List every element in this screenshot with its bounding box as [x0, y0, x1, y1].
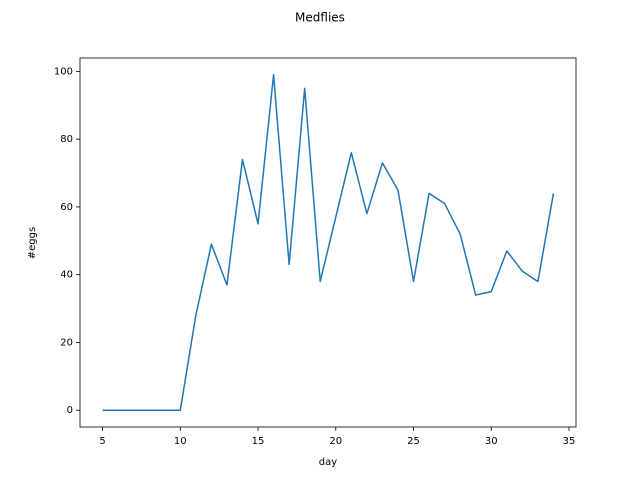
y-tick-label: 40	[60, 270, 73, 281]
y-tick-label: 20	[60, 337, 73, 348]
y-tick-label: 80	[60, 134, 73, 145]
plot-frame	[79, 57, 577, 428]
y-tick-label: 100	[54, 66, 73, 77]
x-tick-label: 35	[563, 436, 576, 447]
x-tick-label: 20	[329, 436, 342, 447]
chart-title: Medflies	[295, 11, 345, 25]
y-axis-label: #eggs	[27, 227, 38, 259]
x-tick-label: 25	[407, 436, 420, 447]
line-series	[102, 74, 555, 411]
y-tick-label: 60	[60, 202, 73, 213]
x-tick-label: 10	[174, 436, 187, 447]
y-tick-label: 0	[67, 405, 73, 416]
x-tick-label: 15	[252, 436, 265, 447]
x-tick-label: 30	[485, 436, 498, 447]
x-tick-label: 5	[99, 436, 105, 447]
x-axis-label: day	[319, 457, 337, 468]
